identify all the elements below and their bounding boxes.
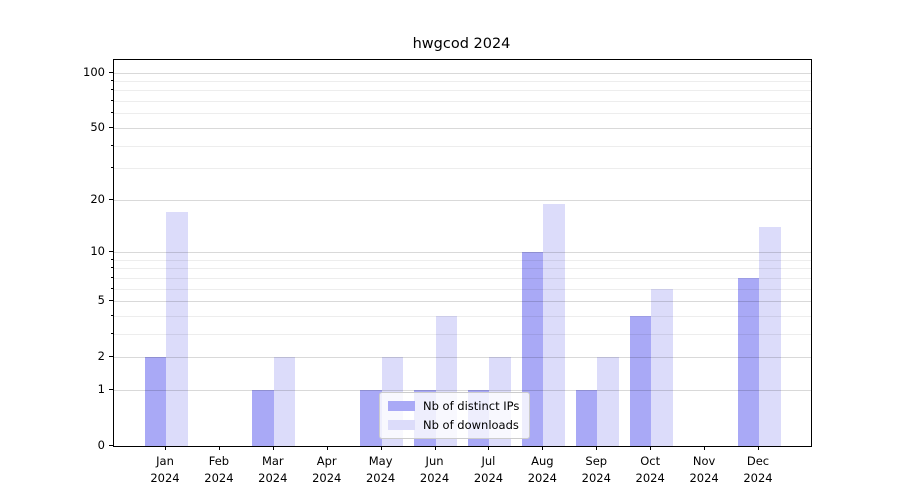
chart-title: hwgcod 2024 bbox=[412, 36, 511, 52]
gridline-minor bbox=[114, 333, 811, 335]
gridline-minor bbox=[114, 288, 811, 290]
y-tick-label: 0 bbox=[97, 438, 105, 452]
y-tick bbox=[109, 388, 113, 390]
gridline-minor bbox=[114, 259, 811, 261]
gridline-major bbox=[114, 72, 811, 74]
x-tick bbox=[380, 446, 382, 450]
y-tick bbox=[109, 250, 113, 252]
legend-label-ips: Nb of distinct IPs bbox=[423, 399, 520, 413]
x-tick bbox=[542, 446, 544, 450]
x-tick-label: May 2024 bbox=[365, 454, 396, 485]
x-tick bbox=[218, 446, 220, 450]
y-tick bbox=[109, 198, 113, 200]
x-tick bbox=[704, 446, 706, 450]
x-tick bbox=[596, 446, 598, 450]
y-minor-tick bbox=[111, 112, 113, 114]
bar-downloads-oct bbox=[651, 288, 673, 446]
gridline-major bbox=[114, 127, 811, 129]
bar-downloads-dec bbox=[759, 226, 781, 446]
x-tick-label: Feb 2024 bbox=[204, 454, 234, 485]
x-tick-label: Sep 2024 bbox=[581, 454, 611, 485]
bar-ips-oct bbox=[629, 315, 652, 446]
bar-downloads-jan bbox=[166, 212, 188, 446]
y-minor-tick bbox=[111, 287, 113, 289]
gridline-major bbox=[114, 357, 811, 359]
y-tick-label: 1 bbox=[97, 381, 105, 396]
legend-swatch-ips-icon bbox=[388, 401, 415, 411]
gridline-minor bbox=[114, 101, 811, 103]
gridline-major bbox=[114, 301, 811, 303]
x-tick bbox=[758, 446, 759, 450]
y-minor-tick bbox=[111, 100, 113, 102]
gridline-minor bbox=[114, 90, 811, 92]
bar-downloads-mar bbox=[273, 357, 296, 446]
y-tick-label: 50 bbox=[90, 119, 105, 134]
y-tick-label: 2 bbox=[97, 349, 105, 364]
x-tick-label: Jun 2024 bbox=[419, 454, 450, 485]
legend-item-downloads: Nb of downloads bbox=[388, 418, 519, 432]
x-tick-label: Nov 2024 bbox=[689, 454, 719, 485]
legend-item-ips: Nb of distinct IPs bbox=[388, 399, 519, 413]
gridline-major bbox=[114, 389, 811, 391]
gridline-minor bbox=[114, 81, 811, 83]
gridline-minor bbox=[114, 277, 811, 279]
x-tick bbox=[434, 446, 436, 450]
x-tick bbox=[650, 446, 652, 450]
y-minor-tick bbox=[111, 144, 113, 146]
gridline-minor bbox=[114, 168, 811, 170]
bar-ips-jan bbox=[144, 357, 166, 446]
y-tick-label: 20 bbox=[90, 191, 105, 206]
gridline-minor bbox=[114, 113, 811, 115]
bar-ips-dec bbox=[737, 277, 759, 446]
y-tick bbox=[109, 445, 113, 446]
y-minor-tick bbox=[111, 314, 113, 316]
gridline-minor bbox=[114, 268, 811, 270]
y-minor-tick bbox=[111, 167, 113, 169]
gridline-major bbox=[114, 199, 811, 201]
bar-downloads-aug bbox=[543, 203, 565, 446]
y-minor-tick bbox=[111, 267, 113, 269]
y-tick bbox=[109, 300, 113, 302]
y-tick bbox=[109, 356, 113, 358]
x-tick bbox=[488, 446, 490, 450]
y-minor-tick bbox=[111, 332, 113, 334]
y-minor-tick bbox=[111, 80, 113, 82]
x-tick-label: Jan 2024 bbox=[150, 454, 180, 485]
legend-swatch-downloads-icon bbox=[388, 420, 415, 430]
x-tick bbox=[165, 446, 166, 450]
y-tick-label: 5 bbox=[97, 293, 105, 308]
y-tick bbox=[109, 71, 113, 73]
gridline-minor bbox=[114, 315, 811, 317]
bar-ips-sep bbox=[575, 389, 598, 446]
x-tick-label: Aug 2024 bbox=[527, 454, 557, 485]
x-tick-label: Mar 2024 bbox=[258, 454, 288, 485]
legend: Nb of distinct IPs Nb of downloads bbox=[379, 392, 531, 439]
bar-ips-mar bbox=[252, 389, 274, 446]
x-tick-label: Dec 2024 bbox=[743, 454, 773, 485]
plot-area bbox=[113, 59, 812, 447]
x-tick bbox=[272, 446, 274, 450]
x-tick-label: Apr 2024 bbox=[312, 454, 342, 485]
gridline-major bbox=[114, 251, 811, 253]
legend-label-downloads: Nb of downloads bbox=[423, 418, 519, 432]
y-minor-tick bbox=[111, 276, 113, 278]
y-tick-label: 10 bbox=[90, 243, 105, 258]
y-tick bbox=[109, 126, 113, 128]
y-minor-tick bbox=[111, 89, 113, 91]
x-tick-label: Jul 2024 bbox=[473, 454, 504, 485]
x-tick-label: Oct 2024 bbox=[635, 454, 665, 485]
x-tick bbox=[326, 446, 328, 450]
y-tick-label: 100 bbox=[83, 64, 105, 79]
gridline-minor bbox=[114, 145, 811, 147]
y-minor-tick bbox=[111, 258, 113, 260]
bar-ips-may bbox=[360, 389, 382, 446]
bar-downloads-sep bbox=[597, 357, 619, 446]
